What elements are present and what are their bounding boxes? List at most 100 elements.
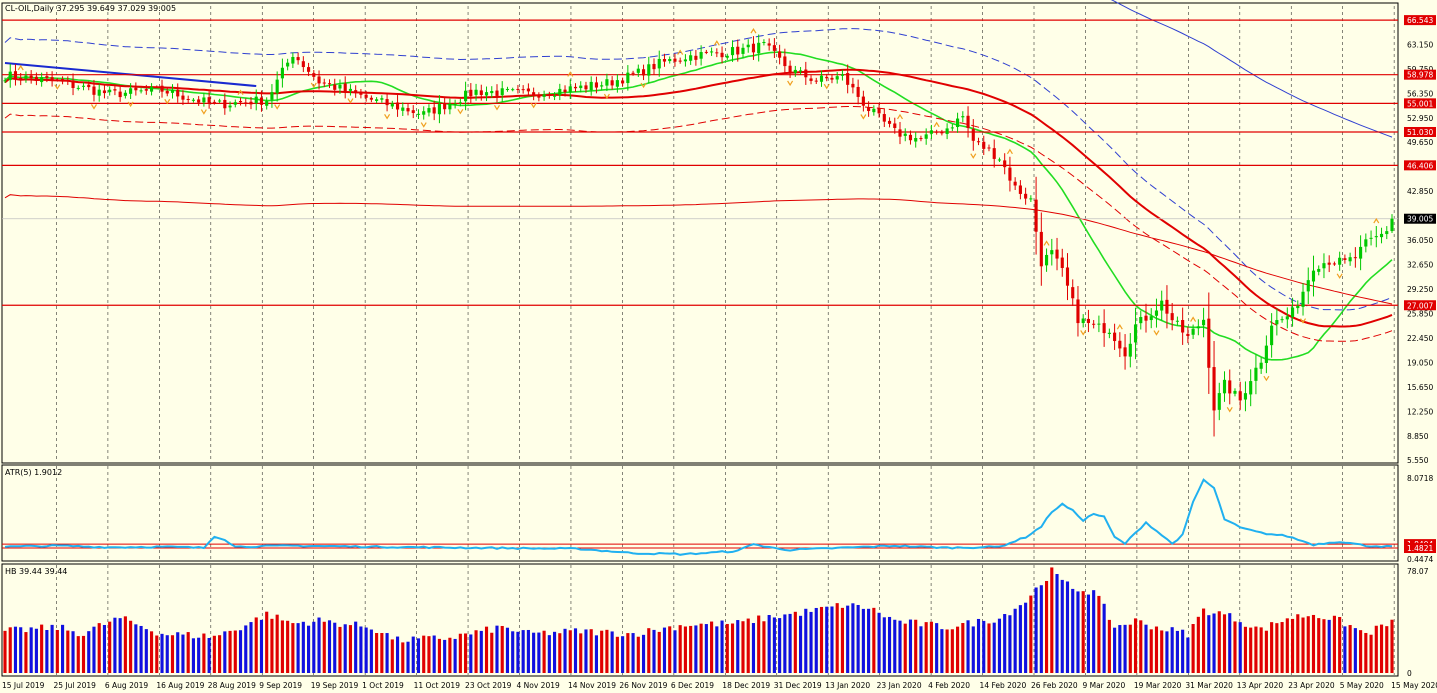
candle-body	[573, 86, 578, 89]
volume-bar	[422, 635, 426, 673]
volume-bar	[950, 629, 954, 673]
candle-body	[369, 97, 373, 100]
volume-bar	[29, 627, 33, 673]
candle-body	[1034, 199, 1038, 232]
candle-body	[144, 89, 148, 91]
candle-body	[950, 127, 954, 129]
volume-bar	[495, 625, 499, 673]
volume-bar	[8, 627, 12, 673]
volume-bar	[1217, 611, 1221, 673]
candle-body	[861, 96, 865, 106]
y-tick-label: 52.950	[1407, 114, 1433, 123]
x-tick-label: 23 Jan 2020	[877, 681, 922, 690]
atr-line	[4, 478, 1393, 556]
main-panel-frame	[1, 2, 1399, 464]
volume-bar	[631, 633, 635, 673]
volume-bar	[694, 625, 698, 673]
candle-body	[1175, 320, 1179, 322]
candle-body	[647, 64, 651, 76]
volume-bar	[118, 618, 122, 673]
volume-bar	[19, 627, 23, 673]
candle-body	[725, 55, 729, 58]
volume-bar	[484, 626, 489, 673]
candle-body	[359, 92, 363, 95]
y-tick-label: 36.050	[1407, 236, 1433, 245]
volume-bar	[615, 636, 619, 673]
candle-body	[129, 88, 133, 94]
candle-body	[1144, 315, 1148, 321]
candle-body	[1102, 323, 1106, 334]
candle-body	[699, 52, 703, 59]
fractal-arrow	[1080, 330, 1087, 336]
volume-bar	[1233, 621, 1237, 673]
candle-body	[914, 138, 918, 142]
fractal-arrow	[493, 104, 501, 111]
candle-body	[348, 88, 353, 91]
candle-body	[296, 57, 300, 61]
candle-body	[919, 138, 923, 140]
volume-bar	[113, 617, 117, 673]
volume-bar	[1364, 632, 1368, 673]
volume-bar	[641, 634, 646, 673]
x-tick-label: 28 Aug 2019	[208, 681, 256, 690]
fractal-arrow	[1190, 316, 1197, 322]
volume-bar	[652, 629, 656, 673]
fractal-arrow	[384, 113, 391, 120]
volume-bar	[270, 618, 274, 673]
volume-bar	[348, 625, 353, 673]
y-tick-label: 29.250	[1407, 285, 1433, 294]
atr-level-tag	[1404, 543, 1436, 554]
candle-body	[401, 107, 405, 111]
candle-body	[553, 95, 557, 97]
volume-bar	[186, 632, 190, 673]
candle-body	[66, 80, 70, 82]
candle-body	[652, 63, 656, 70]
candle-body	[558, 88, 562, 95]
indicator-lines	[4, 0, 1393, 361]
volume-bar	[1348, 625, 1352, 673]
band-blue-outer	[1110, 0, 1393, 138]
candle-body	[448, 103, 452, 110]
candle-body	[924, 134, 928, 139]
candle-body	[134, 87, 138, 91]
volume-bar	[856, 604, 860, 673]
candle-body	[427, 108, 431, 113]
volume-bar	[1175, 630, 1179, 673]
volume-bar	[976, 618, 981, 673]
candle-body	[390, 103, 394, 107]
candle-body	[1202, 319, 1206, 326]
candle-body	[1071, 287, 1075, 299]
volume-bar	[1081, 591, 1085, 673]
volume-bar	[380, 633, 384, 673]
volume-bar	[867, 608, 871, 673]
candle-body	[992, 148, 996, 159]
candle-body	[1359, 246, 1363, 259]
level-tag	[1404, 160, 1436, 171]
volume-bar	[212, 635, 216, 673]
candle-body	[464, 90, 468, 102]
candlestick-series	[3, 34, 1394, 437]
fractal-arrow	[860, 114, 867, 120]
candle-body	[772, 45, 776, 51]
volume-bar	[1050, 567, 1054, 673]
candle-body	[286, 62, 290, 67]
candle-body	[34, 76, 38, 81]
x-tick-label: 15 May 2020	[1391, 681, 1437, 690]
candle-body	[694, 55, 698, 60]
volume-bar	[683, 626, 687, 673]
atr-series	[4, 478, 1393, 556]
level-tag-label: 51.030	[1407, 128, 1433, 137]
candle-body	[1128, 343, 1132, 357]
fractal-arrow	[164, 98, 171, 105]
candle-body	[102, 90, 107, 94]
volume-bar	[338, 626, 342, 673]
y-tick-label: 25.850	[1407, 310, 1433, 319]
candle-body	[835, 76, 839, 80]
candle-body	[961, 116, 965, 118]
volume-bar	[474, 630, 478, 673]
candle-body	[71, 80, 75, 89]
fractal-arrow	[896, 113, 904, 120]
volume-bar	[924, 622, 928, 673]
